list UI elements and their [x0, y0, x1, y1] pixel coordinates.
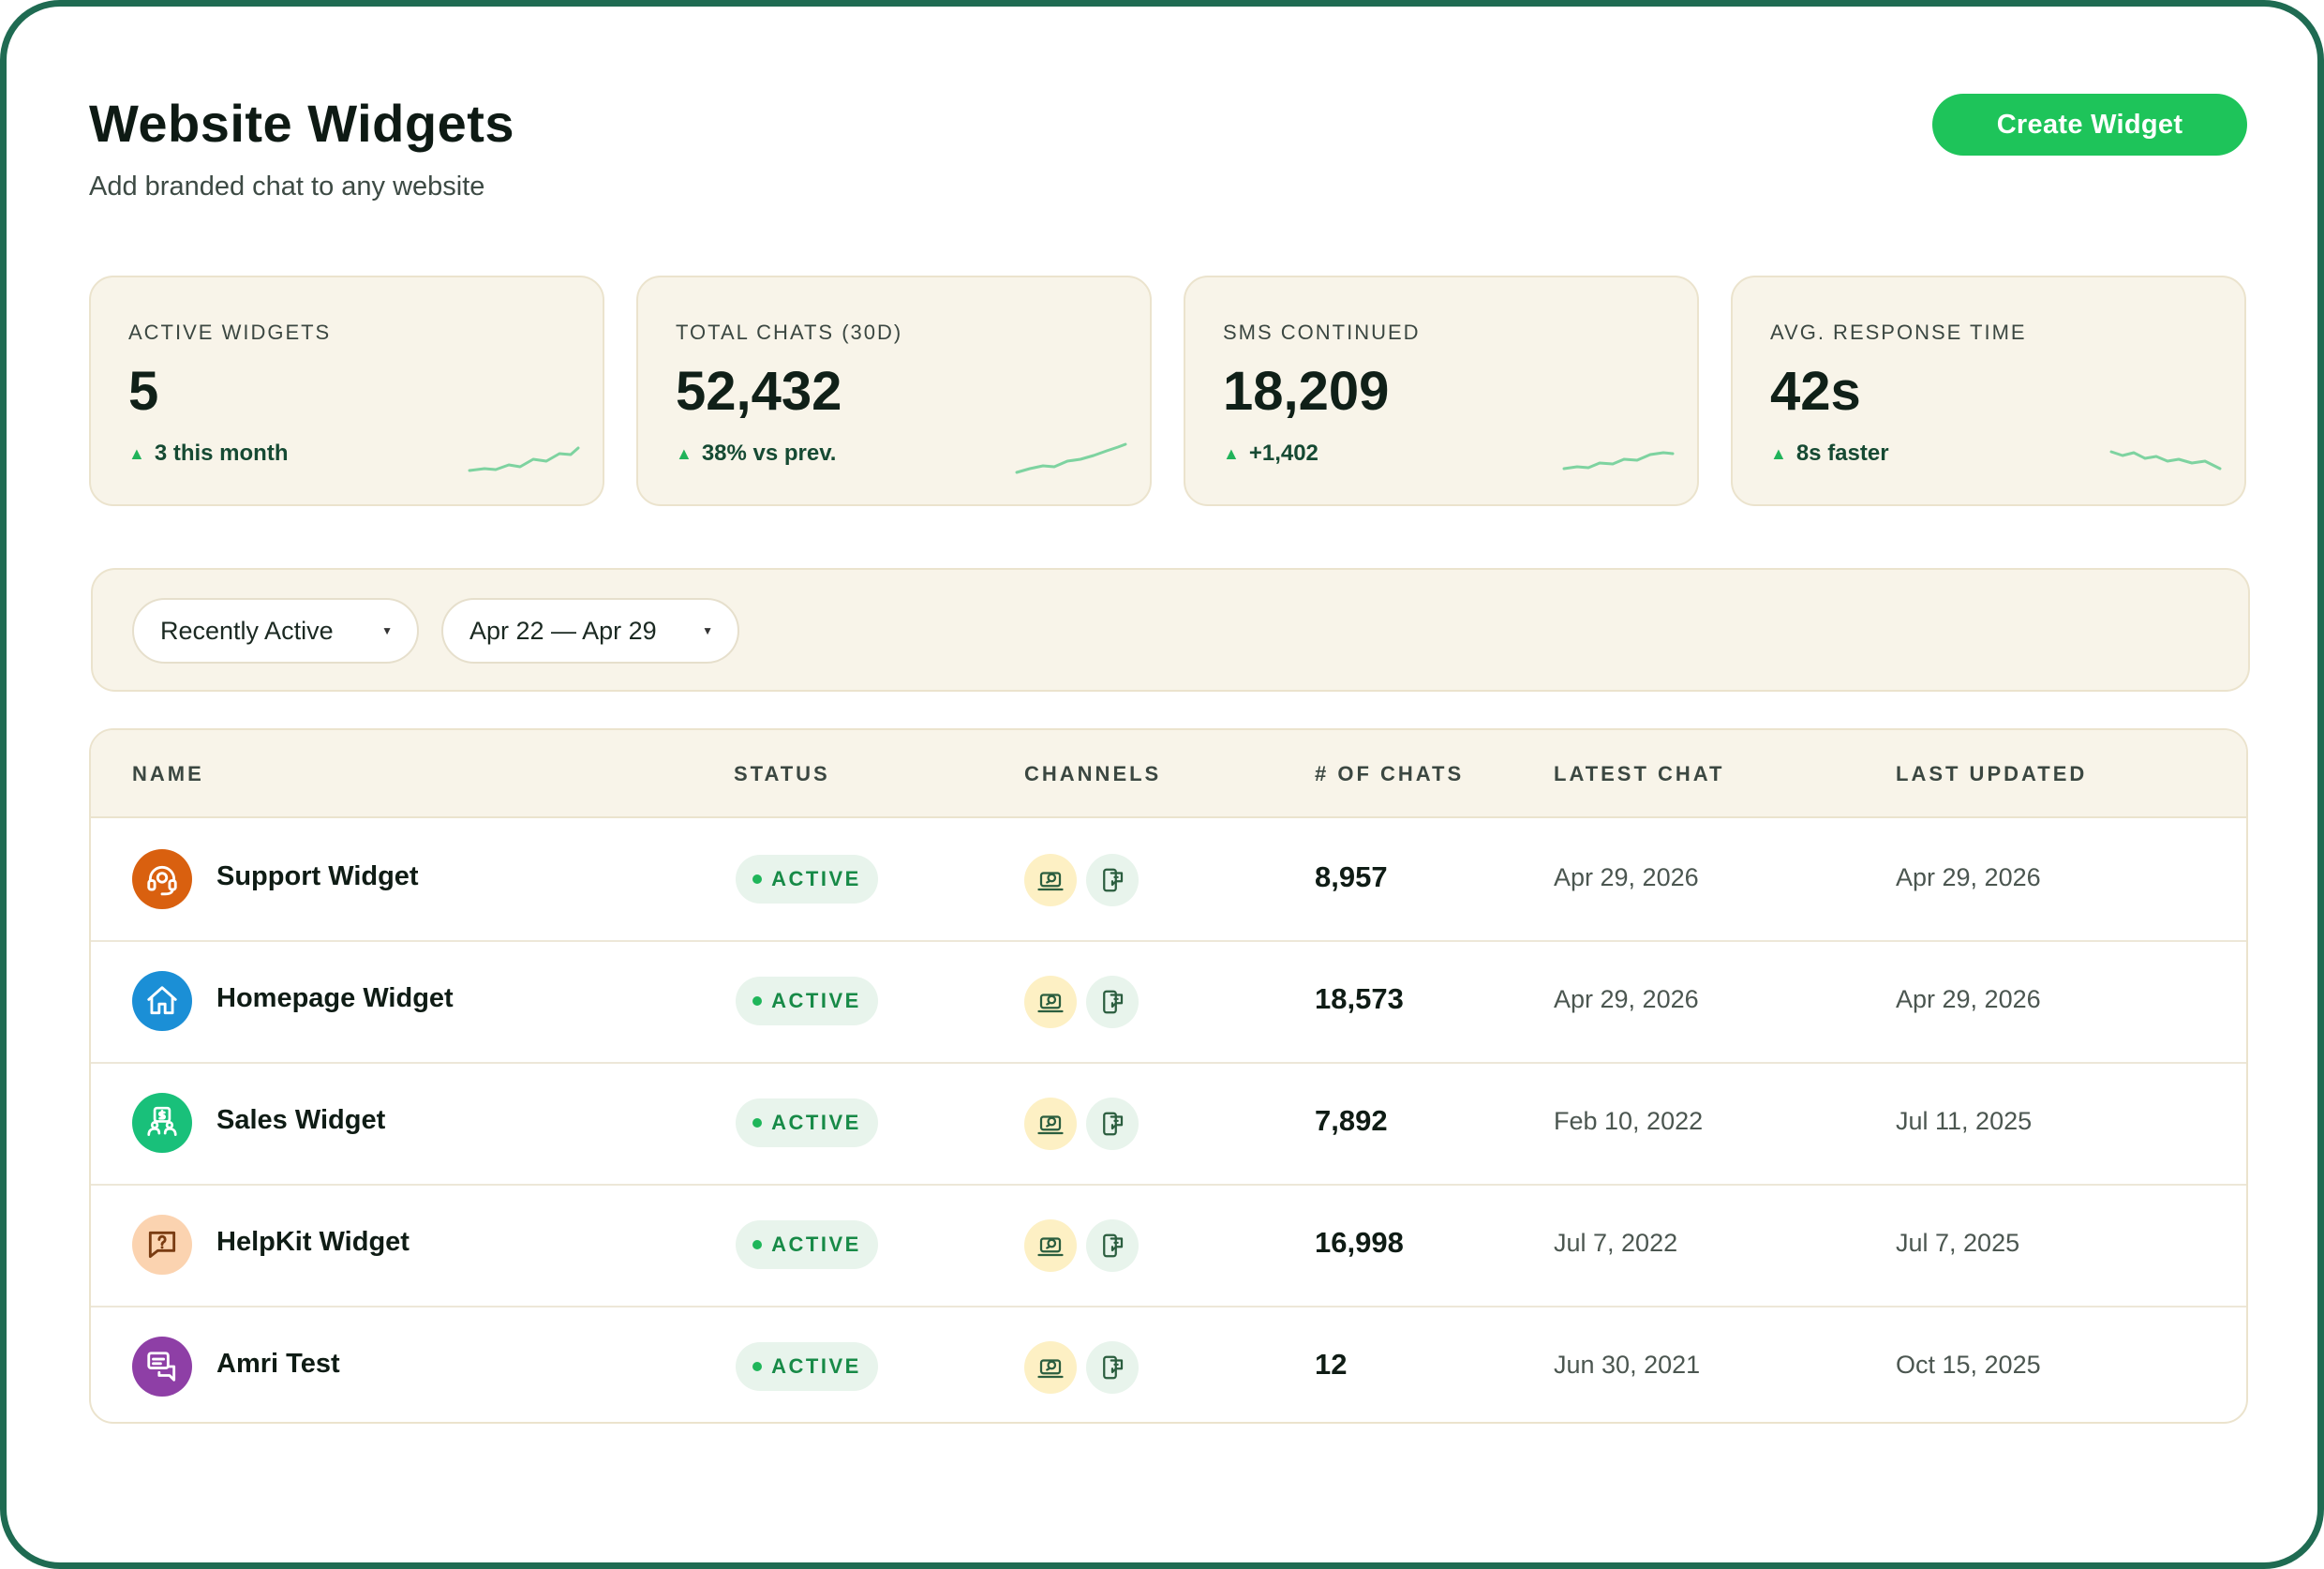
sms-icon	[1086, 976, 1139, 1028]
column-header-channels[interactable]: CHANNELS	[1024, 762, 1162, 785]
status-text: ACTIVE	[771, 867, 861, 890]
trend-up-icon: ▲	[1770, 443, 1787, 463]
stat-delta: ▲ 3 this month	[128, 441, 289, 467]
status-text: ACTIVE	[771, 1354, 861, 1378]
stat-delta-text: 38% vs prev.	[701, 441, 837, 466]
sparkline-icon	[1562, 451, 1675, 471]
trend-up-icon: ▲	[1223, 443, 1240, 463]
sales-icon	[132, 1093, 192, 1153]
chat-count: 7,892	[1315, 1104, 1388, 1137]
sms-icon	[1086, 854, 1139, 906]
filter-bar: Recently Active ▼ Apr 22 — Apr 29 ▼	[91, 568, 2250, 692]
create-widget-button[interactable]: Create Widget	[1932, 94, 2247, 156]
trend-up-icon: ▲	[676, 443, 693, 463]
status-text: ACTIVE	[771, 989, 861, 1012]
latest-chat-date: Apr 29, 2026	[1554, 985, 1699, 1013]
status-badge: ACTIVE	[736, 1098, 878, 1147]
status-badge: ACTIVE	[736, 1220, 878, 1269]
date-range-label: Apr 22 — Apr 29	[469, 616, 657, 645]
web-chat-icon	[1024, 976, 1077, 1028]
sparkline-icon	[1015, 442, 1127, 474]
table-row[interactable]: HelpKit Widget ACTIVE 16,998 Jul 7, 2022…	[91, 1184, 2246, 1308]
table-row[interactable]: Support Widget ACTIVE 8,957 Apr 29, 2026…	[91, 818, 2246, 942]
latest-chat-date: Jul 7, 2022	[1554, 1229, 1678, 1257]
last-updated-date: Apr 29, 2026	[1896, 985, 2041, 1013]
status-text: ACTIVE	[771, 1233, 861, 1256]
latest-chat-date: Apr 29, 2026	[1554, 863, 1699, 891]
column-header-chats[interactable]: # OF CHATS	[1315, 762, 1465, 785]
chat-count: 12	[1315, 1348, 1348, 1381]
stat-card-avg-response-time: AVG. RESPONSE TIME 42s ▲ 8s faster	[1731, 276, 2246, 506]
status-badge: ACTIVE	[736, 977, 878, 1025]
sms-icon	[1086, 1219, 1139, 1272]
home-icon	[132, 971, 192, 1031]
page-subtitle: Add branded chat to any website	[89, 172, 485, 202]
web-chat-icon	[1024, 854, 1077, 906]
chat-count: 8,957	[1315, 860, 1388, 893]
web-chat-icon	[1024, 1341, 1077, 1394]
stat-delta-text: 3 this month	[154, 441, 289, 466]
chat-count: 18,573	[1315, 982, 1404, 1015]
table-header: NAME STATUS CHANNELS # OF CHATS LATEST C…	[91, 730, 2246, 818]
stat-delta-text: 8s faster	[1795, 441, 1889, 466]
stat-card-total-chats: TOTAL CHATS (30D) 52,432 ▲ 38% vs prev.	[636, 276, 1152, 506]
sparkline-icon	[468, 446, 580, 472]
stat-delta-text: +1,402	[1248, 441, 1318, 466]
widget-name[interactable]: Homepage Widget	[216, 983, 454, 1013]
stat-label: TOTAL CHATS (30D)	[676, 321, 903, 344]
stat-delta: ▲ 38% vs prev.	[676, 441, 836, 467]
sms-icon	[1086, 1341, 1139, 1394]
question-icon	[132, 1215, 192, 1275]
widget-name[interactable]: Amri Test	[216, 1349, 340, 1379]
last-updated-date: Apr 29, 2026	[1896, 863, 2041, 891]
stat-card-sms-continued: SMS CONTINUED 18,209 ▲ +1,402	[1184, 276, 1699, 506]
page-title: Website Widgets	[89, 94, 515, 153]
latest-chat-date: Jun 30, 2021	[1554, 1351, 1701, 1379]
chat-count: 16,998	[1315, 1226, 1404, 1259]
chevron-down-icon: ▼	[702, 624, 713, 637]
trend-up-icon: ▲	[128, 443, 145, 463]
sms-icon	[1086, 1098, 1139, 1150]
sort-dropdown[interactable]: Recently Active ▼	[132, 598, 419, 664]
sparkline-icon	[2109, 450, 2222, 471]
headset-icon	[132, 849, 192, 909]
stat-value: 5	[128, 361, 159, 422]
status-text: ACTIVE	[771, 1111, 861, 1134]
stat-delta: ▲ +1,402	[1223, 441, 1318, 467]
last-updated-date: Jul 7, 2025	[1896, 1229, 2020, 1257]
stat-delta: ▲ 8s faster	[1770, 441, 1889, 467]
widget-name[interactable]: Sales Widget	[216, 1105, 386, 1135]
table-row[interactable]: Amri Test ACTIVE 12 Jun 30, 2021 Oct 15,…	[91, 1306, 2246, 1422]
widget-name[interactable]: HelpKit Widget	[216, 1227, 410, 1257]
stat-label: ACTIVE WIDGETS	[128, 321, 332, 344]
stat-value: 42s	[1770, 361, 1861, 422]
sort-dropdown-label: Recently Active	[160, 616, 334, 645]
column-header-last-updated[interactable]: LAST UPDATED	[1896, 762, 2088, 785]
status-badge: ACTIVE	[736, 1342, 878, 1391]
widget-name[interactable]: Support Widget	[216, 861, 419, 891]
latest-chat-date: Feb 10, 2022	[1554, 1107, 1704, 1135]
stat-value: 52,432	[676, 361, 842, 422]
table-row[interactable]: Sales Widget ACTIVE 7,892 Feb 10, 2022 J…	[91, 1062, 2246, 1186]
web-chat-icon	[1024, 1098, 1077, 1150]
stat-value: 18,209	[1223, 361, 1390, 422]
last-updated-date: Oct 15, 2025	[1896, 1351, 2041, 1379]
last-updated-date: Jul 11, 2025	[1896, 1107, 2033, 1135]
chevron-down-icon: ▼	[381, 624, 393, 637]
column-header-status[interactable]: STATUS	[734, 762, 830, 785]
stat-card-active-widgets: ACTIVE WIDGETS 5 ▲ 3 this month	[89, 276, 604, 506]
date-range-dropdown[interactable]: Apr 22 — Apr 29 ▼	[441, 598, 739, 664]
column-header-name[interactable]: NAME	[132, 762, 204, 785]
widgets-table: NAME STATUS CHANNELS # OF CHATS LATEST C…	[89, 728, 2248, 1424]
stat-label: AVG. RESPONSE TIME	[1770, 321, 2027, 344]
chat-icon	[132, 1337, 192, 1397]
stat-label: SMS CONTINUED	[1223, 321, 1421, 344]
table-row[interactable]: Homepage Widget ACTIVE 18,573 Apr 29, 20…	[91, 940, 2246, 1064]
status-badge: ACTIVE	[736, 855, 878, 904]
column-header-latest-chat[interactable]: LATEST CHAT	[1554, 762, 1725, 785]
web-chat-icon	[1024, 1219, 1077, 1272]
